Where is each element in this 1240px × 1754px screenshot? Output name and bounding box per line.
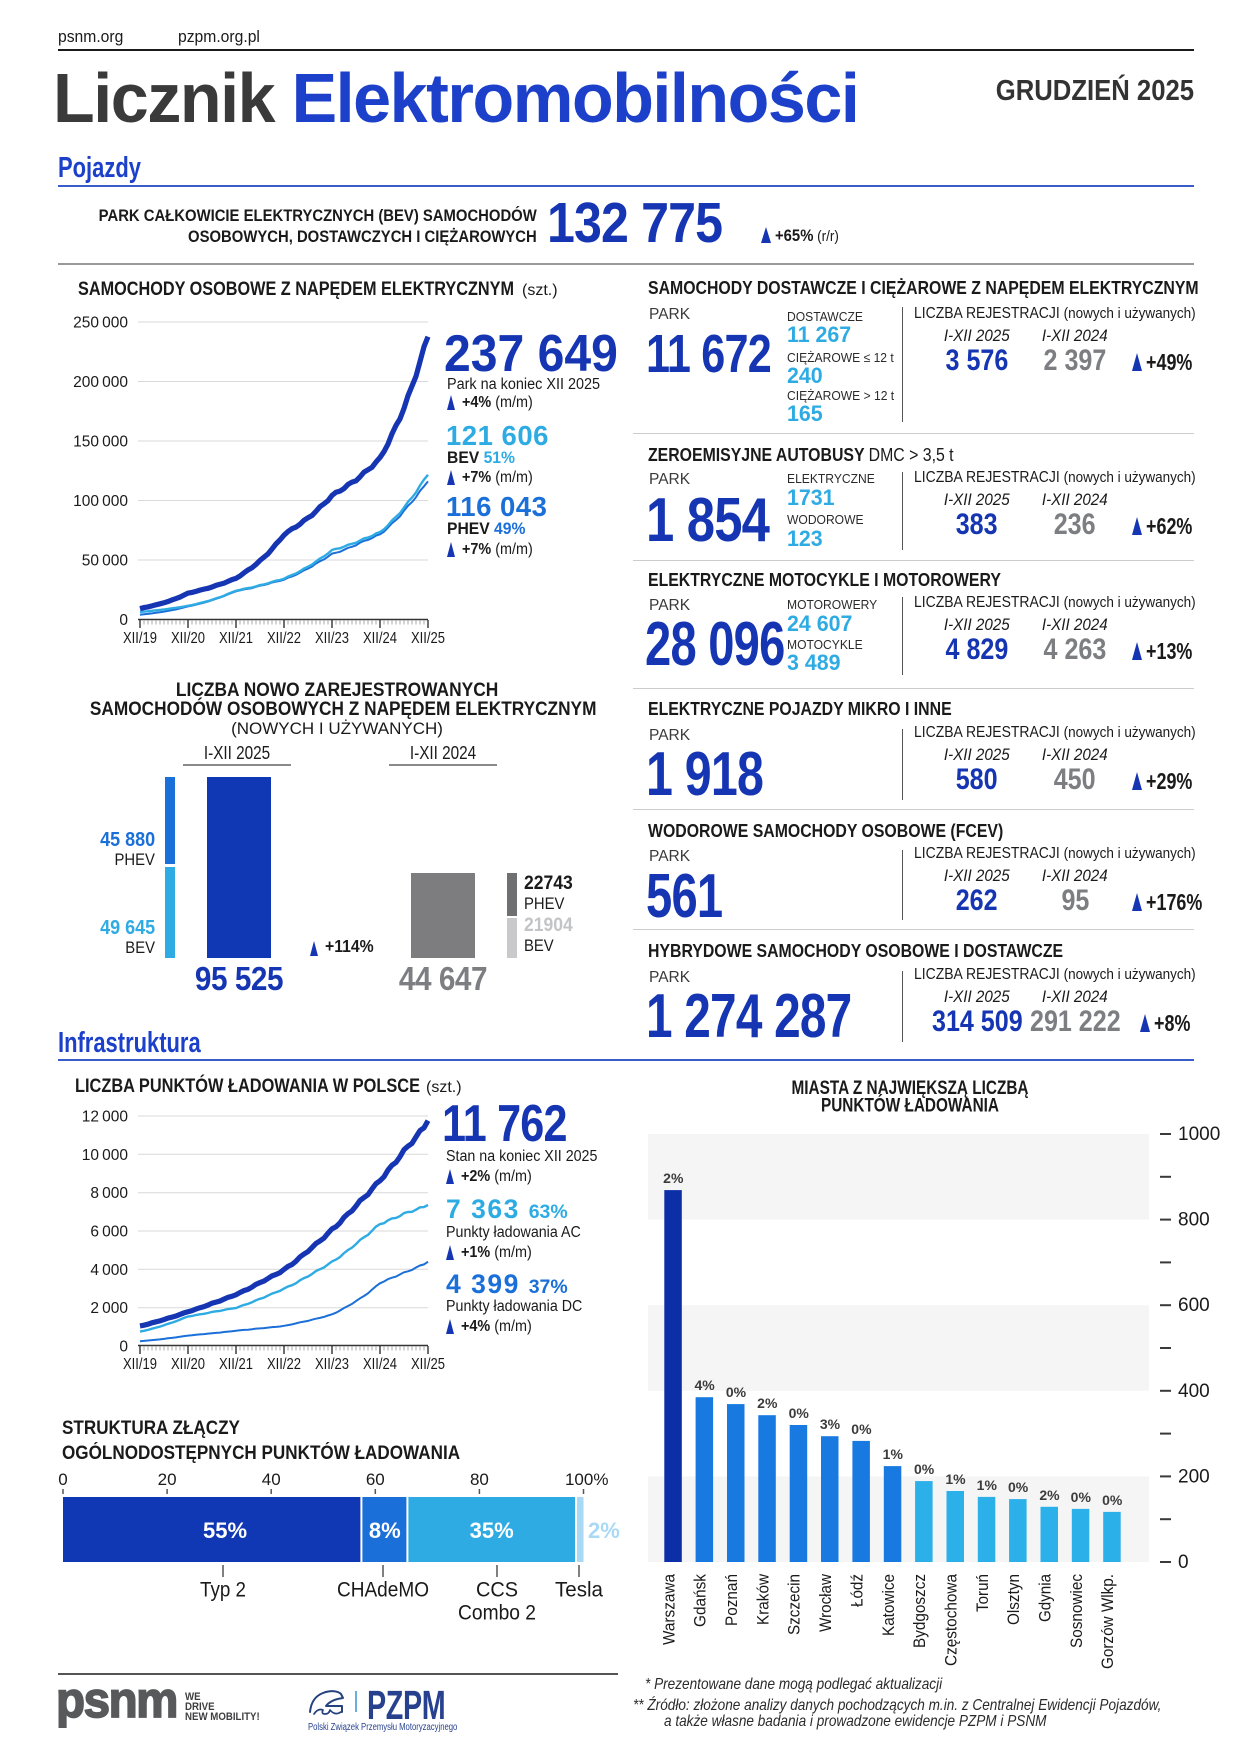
svg-text:Częstochowa: Częstochowa [942,1574,961,1666]
svg-text:3%: 3% [820,1416,841,1432]
svg-text:35%: 35% [470,1518,514,1543]
svg-text:2 000: 2 000 [90,1300,128,1317]
svg-text:0: 0 [119,1339,128,1356]
svg-text:(szt.): (szt.) [522,282,558,299]
svg-text:Gdańsk: Gdańsk [691,1574,710,1627]
svg-text:XII/21: XII/21 [219,1356,253,1373]
svg-text:XII/20: XII/20 [171,630,205,647]
svg-text:4%: 4% [694,1377,715,1393]
svg-text:0%: 0% [914,1461,935,1477]
svg-text:800: 800 [1178,1210,1210,1231]
svg-text:2%: 2% [1039,1487,1060,1503]
svg-text:Katowice: Katowice [879,1574,898,1636]
svg-text:250 000: 250 000 [73,315,128,332]
svg-text:XII/19: XII/19 [123,1356,157,1373]
svg-text:XII/23: XII/23 [315,1356,349,1373]
svg-text:MIASTA Z NAJWIĘKSZĄ LICZBĄ: MIASTA Z NAJWIĘKSZĄ LICZBĄ [792,1077,1029,1099]
svg-text:Toruń: Toruń [973,1574,992,1612]
svg-text:Gdynia: Gdynia [1036,1574,1055,1622]
svg-text:CHAdeMO: CHAdeMO [337,1579,429,1602]
svg-text:0%: 0% [1102,1492,1123,1508]
svg-text:PUNKTÓW ŁADOWANIA: PUNKTÓW ŁADOWANIA [821,1093,999,1117]
svg-text:(szt.): (szt.) [426,1079,462,1096]
svg-text:2%: 2% [757,1395,778,1411]
svg-text:XII/23: XII/23 [315,630,349,647]
svg-text:0%: 0% [1008,1479,1029,1495]
svg-text:Poznań: Poznań [722,1574,741,1626]
svg-text:Gorzów Wlkp.: Gorzów Wlkp. [1098,1574,1117,1669]
svg-text:XII/25: XII/25 [411,1356,445,1373]
svg-text:8%: 8% [369,1518,401,1543]
svg-text:60: 60 [366,1470,385,1489]
svg-text:1%: 1% [945,1471,966,1487]
svg-text:0: 0 [119,612,128,629]
svg-text:8 000: 8 000 [90,1185,128,1202]
svg-text:Sosnowiec: Sosnowiec [1067,1574,1086,1648]
svg-text:LICZBA PUNKTÓW ŁADOWANIA W POL: LICZBA PUNKTÓW ŁADOWANIA W POLSCE [75,1073,420,1097]
svg-text:XII/22: XII/22 [267,630,301,647]
svg-text:XII/24: XII/24 [363,1356,397,1373]
svg-text:Łódź: Łódź [847,1574,866,1607]
svg-text:0%: 0% [789,1405,810,1421]
svg-text:40: 40 [262,1470,281,1489]
svg-text:20: 20 [158,1470,177,1489]
svg-text:0%: 0% [1071,1489,1092,1505]
svg-text:2%: 2% [663,1170,684,1186]
svg-text:XII/22: XII/22 [267,1356,301,1373]
svg-text:600: 600 [1178,1295,1210,1316]
svg-text:Wrocław: Wrocław [816,1573,835,1632]
svg-text:0: 0 [58,1470,67,1489]
svg-text:1%: 1% [977,1477,998,1493]
svg-text:400: 400 [1178,1381,1210,1402]
svg-text:80: 80 [470,1470,489,1489]
svg-text:100 000: 100 000 [73,493,128,510]
svg-text:Combo 2: Combo 2 [458,1602,536,1625]
svg-text:200: 200 [1178,1466,1210,1487]
svg-text:12 000: 12 000 [82,1109,129,1126]
svg-text:55%: 55% [203,1518,247,1543]
svg-text:Bydgoszcz: Bydgoszcz [910,1574,929,1648]
svg-text:150 000: 150 000 [73,434,128,451]
svg-text:50 000: 50 000 [82,553,129,570]
svg-text:0: 0 [1178,1552,1189,1573]
svg-text:0%: 0% [726,1384,747,1400]
svg-text:1000: 1000 [1178,1124,1220,1145]
svg-text:XII/19: XII/19 [123,630,157,647]
svg-text:6 000: 6 000 [90,1224,128,1241]
svg-text:XII/21: XII/21 [219,630,253,647]
svg-text:10 000: 10 000 [82,1147,129,1164]
svg-text:XII/24: XII/24 [363,630,397,647]
svg-text:XII/20: XII/20 [171,1356,205,1373]
svg-text:2%: 2% [588,1518,620,1543]
svg-text:SAMOCHODY OSOBOWE Z NAPĘDEM EL: SAMOCHODY OSOBOWE Z NAPĘDEM ELEKTRYCZNYM [78,278,514,300]
svg-text:XII/25: XII/25 [411,630,445,647]
svg-text:Warszawa: Warszawa [659,1574,678,1645]
svg-text:Olsztyn: Olsztyn [1004,1574,1023,1625]
svg-text:Kraków: Kraków [753,1573,772,1625]
svg-text:Typ 2: Typ 2 [200,1579,246,1602]
svg-text:200 000: 200 000 [73,374,128,391]
svg-text:Szczecin: Szczecin [785,1574,804,1635]
svg-text:1%: 1% [883,1446,904,1462]
svg-text:Tesla: Tesla [555,1579,603,1602]
svg-text:4 000: 4 000 [90,1262,128,1279]
svg-text:CCS: CCS [476,1579,518,1602]
svg-text:100%: 100% [565,1470,608,1489]
svg-text:0%: 0% [851,1421,872,1437]
